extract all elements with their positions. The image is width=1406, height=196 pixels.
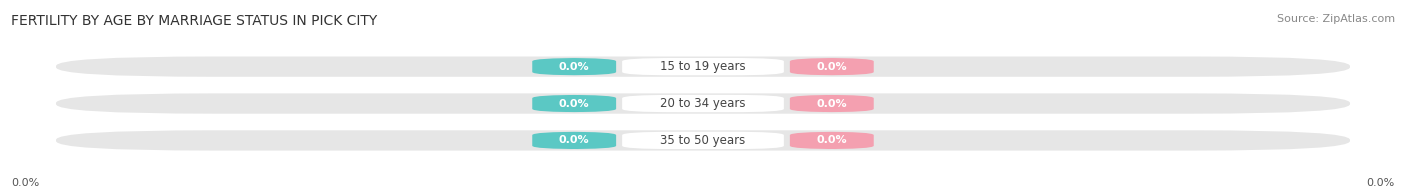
- Text: 15 to 19 years: 15 to 19 years: [661, 60, 745, 73]
- Text: 0.0%: 0.0%: [817, 135, 846, 145]
- FancyBboxPatch shape: [56, 130, 1350, 151]
- Text: 0.0%: 0.0%: [560, 62, 589, 72]
- Text: 0.0%: 0.0%: [1367, 178, 1395, 188]
- Text: 0.0%: 0.0%: [560, 99, 589, 109]
- Text: FERTILITY BY AGE BY MARRIAGE STATUS IN PICK CITY: FERTILITY BY AGE BY MARRIAGE STATUS IN P…: [11, 14, 377, 28]
- FancyBboxPatch shape: [790, 58, 873, 75]
- FancyBboxPatch shape: [621, 58, 785, 75]
- FancyBboxPatch shape: [790, 95, 873, 112]
- FancyBboxPatch shape: [790, 132, 873, 149]
- FancyBboxPatch shape: [621, 132, 785, 149]
- FancyBboxPatch shape: [621, 95, 785, 112]
- FancyBboxPatch shape: [56, 56, 1350, 77]
- Text: Source: ZipAtlas.com: Source: ZipAtlas.com: [1277, 14, 1395, 24]
- FancyBboxPatch shape: [533, 95, 616, 112]
- Text: 0.0%: 0.0%: [817, 99, 846, 109]
- Text: 0.0%: 0.0%: [11, 178, 39, 188]
- FancyBboxPatch shape: [533, 132, 616, 149]
- Text: 35 to 50 years: 35 to 50 years: [661, 134, 745, 147]
- Text: 0.0%: 0.0%: [560, 135, 589, 145]
- FancyBboxPatch shape: [533, 58, 616, 75]
- Text: 20 to 34 years: 20 to 34 years: [661, 97, 745, 110]
- Text: 0.0%: 0.0%: [817, 62, 846, 72]
- FancyBboxPatch shape: [56, 93, 1350, 114]
